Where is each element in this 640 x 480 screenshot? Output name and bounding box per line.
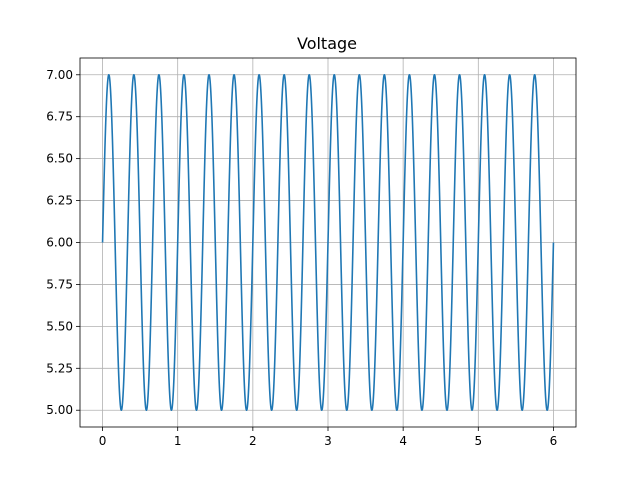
tick-labels: 0 1 2 3 4 5 6 5.00 5.25 5.50 5.75 6.00 6.25 6.50 6.75 7… bbox=[46, 68, 557, 448]
y-tick-label: 6.50 bbox=[46, 152, 73, 166]
x-tick-label: 3 bbox=[324, 434, 332, 448]
voltage-series-line bbox=[101, 73, 555, 412]
x-tick-label: 0 bbox=[99, 434, 107, 448]
y-tick-label: 6.25 bbox=[46, 194, 73, 208]
y-tick-label: 5.50 bbox=[46, 319, 73, 333]
y-tick-label: 5.00 bbox=[46, 403, 73, 417]
y-tick-label: 7.00 bbox=[46, 68, 73, 82]
x-tick-label: 4 bbox=[399, 434, 407, 448]
x-tick-label: 6 bbox=[550, 434, 558, 448]
ticks bbox=[76, 74, 554, 431]
y-tick-label: 6.00 bbox=[46, 236, 73, 250]
y-tick-label: 5.25 bbox=[46, 361, 73, 375]
y-tick-label: 6.75 bbox=[46, 110, 73, 124]
x-tick-label: 5 bbox=[474, 434, 482, 448]
series-layer bbox=[101, 73, 555, 412]
x-tick-label: 2 bbox=[249, 434, 257, 448]
y-tick-label: 5.75 bbox=[46, 277, 73, 291]
x-tick-label: 1 bbox=[174, 434, 182, 448]
chart-title: Voltage bbox=[297, 34, 357, 53]
